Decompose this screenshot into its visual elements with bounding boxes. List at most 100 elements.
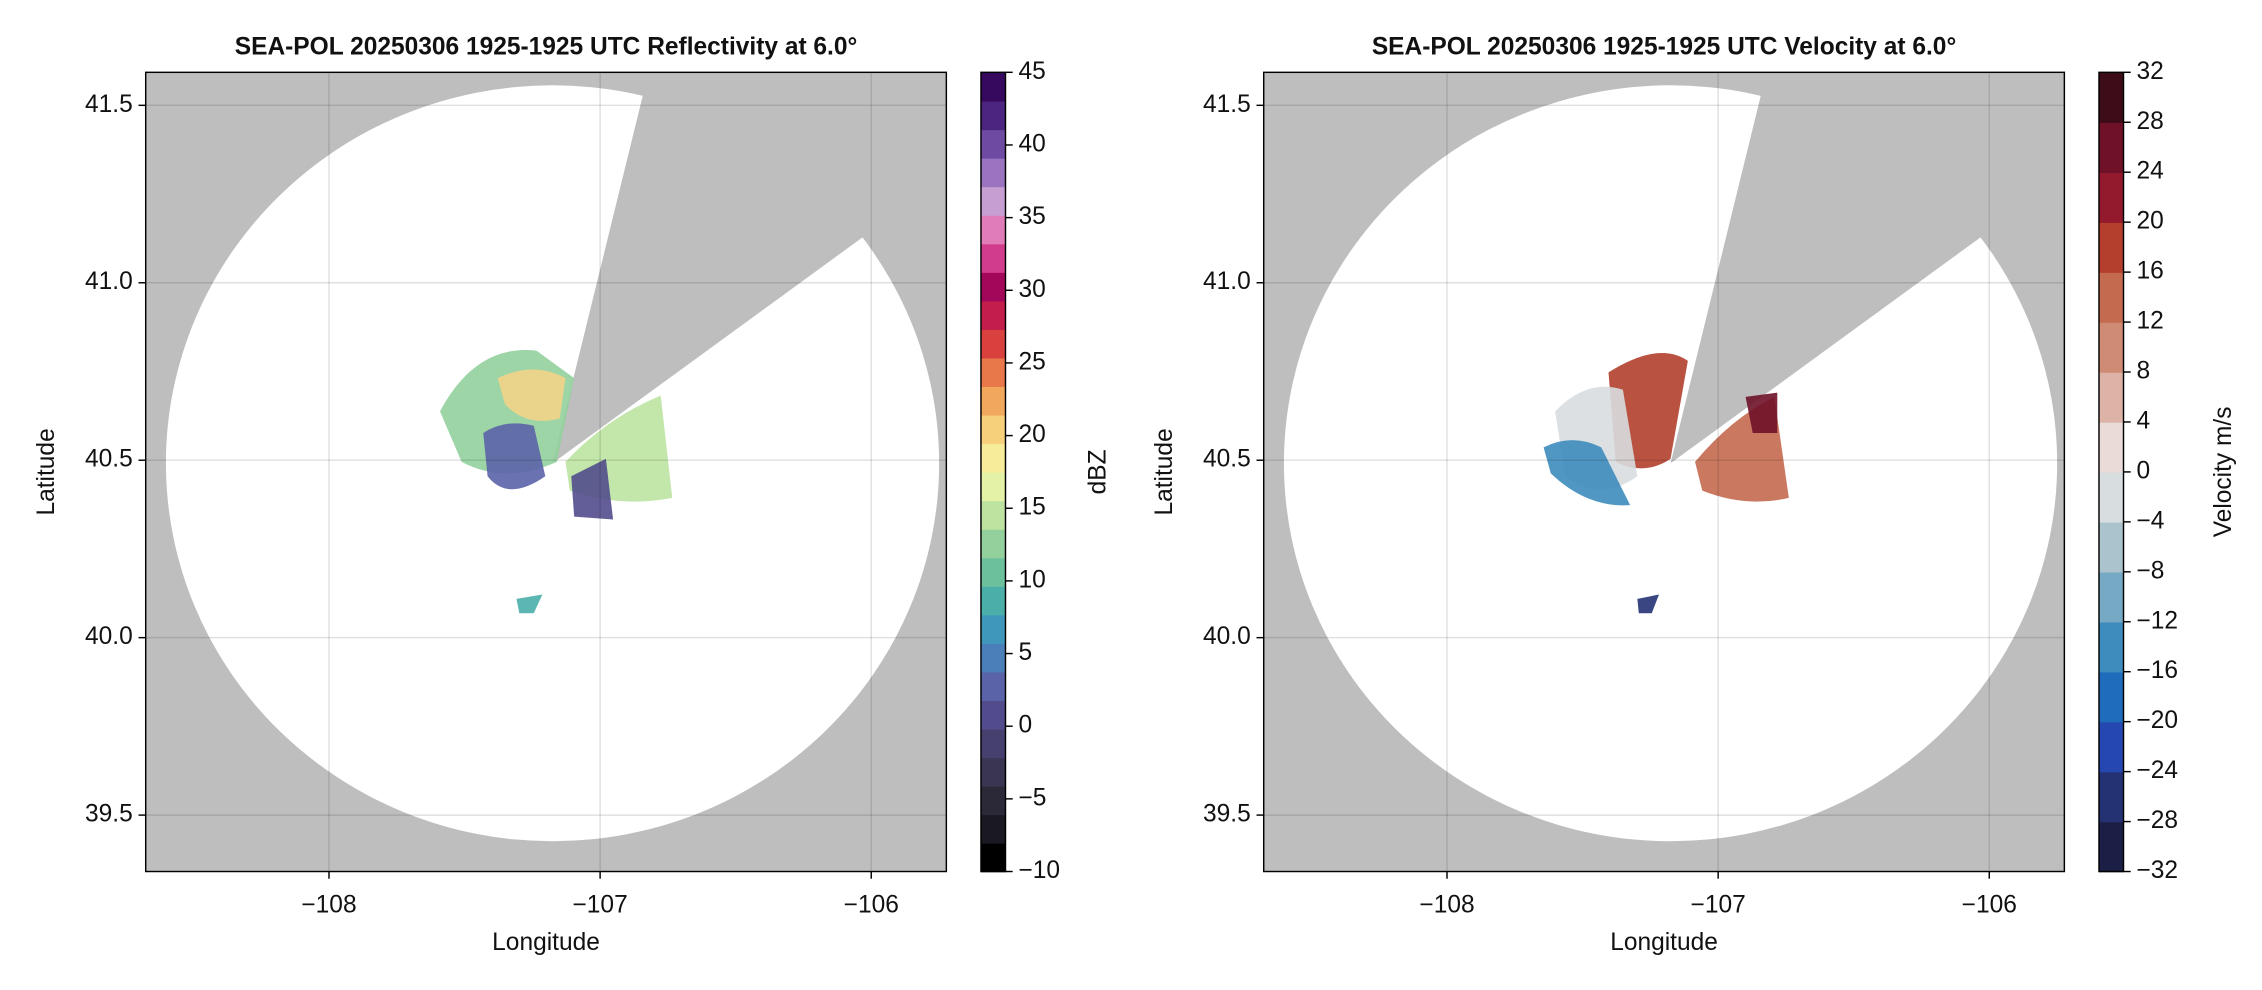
colorbar-band <box>980 215 1006 245</box>
colorbar-band <box>980 671 1006 701</box>
blocked-sector <box>1670 72 2065 464</box>
colorbar-band <box>980 300 1006 330</box>
colorbar-band <box>980 157 1006 188</box>
colorbar-band <box>980 785 1006 816</box>
colorbar-tick-label: −4 <box>2136 507 2164 534</box>
colorbar-band <box>2098 671 2124 723</box>
colorbar-band <box>2098 821 2124 873</box>
echo <box>1637 594 1659 614</box>
colorbar-band <box>980 529 1006 559</box>
colorbar-band <box>980 757 1006 787</box>
chart-title: SEA-POL 20250306 1925-1925 UTC Velocity … <box>1372 33 1956 60</box>
y-axis-label: Latitude <box>33 428 60 515</box>
colorbar-frame <box>980 71 1007 873</box>
colorbar-tick-label: −10 <box>1018 857 1060 884</box>
colorbar-band <box>980 471 1006 502</box>
colorbar-band <box>980 186 1006 216</box>
colorbar-tick-label: −12 <box>2136 607 2178 634</box>
colorbar-tick-label: 0 <box>1018 712 1032 739</box>
x-axis-label: Longitude <box>492 929 600 956</box>
colorbar-band <box>980 72 1006 102</box>
colorbar-tick-label: 35 <box>1018 203 1045 230</box>
colorbar-band <box>2098 771 2124 823</box>
y-tick-label: 40.5 <box>1203 446 1251 473</box>
colorbar-band <box>2098 421 2124 473</box>
echo <box>497 369 566 421</box>
x-tick-label: −107 <box>572 892 627 919</box>
y-tick-label: 40.5 <box>85 446 133 473</box>
y-axis-label: Latitude <box>1151 428 1178 515</box>
colorbar-label: dBZ <box>1085 449 1112 494</box>
colorbar-band <box>2098 372 2124 423</box>
x-tick-label: −106 <box>844 892 899 919</box>
plot-area <box>1263 72 2065 872</box>
x-tick-label: −106 <box>1962 892 2017 919</box>
colorbar-band <box>2098 222 2124 273</box>
colorbar-band <box>2098 621 2124 673</box>
colorbar-tick-label: −16 <box>2136 657 2178 684</box>
colorbar-tick-label: 30 <box>1018 276 1045 303</box>
colorbar-tick-label: 20 <box>2136 208 2163 235</box>
y-tick-label: 41.5 <box>85 91 133 118</box>
colorbar-band <box>2098 122 2124 173</box>
colorbar-band <box>980 842 1006 873</box>
colorbar-tick-label: −32 <box>2136 857 2178 884</box>
colorbar-band <box>2098 721 2124 773</box>
x-tick-label: −108 <box>1419 892 1474 919</box>
colorbar-band <box>2098 272 2124 323</box>
colorbar-band <box>980 557 1006 587</box>
colorbar-tick-label: 24 <box>2136 158 2163 185</box>
colorbar-tick-label: −5 <box>1018 784 1046 811</box>
echo <box>483 423 546 490</box>
colorbar-band <box>2098 72 2124 123</box>
y-tick-label: 41.0 <box>85 268 133 295</box>
echo <box>1745 392 1778 433</box>
x-tick-label: −108 <box>301 892 356 919</box>
colorbar-band <box>980 386 1006 416</box>
y-tick-label: 41.5 <box>1203 91 1251 118</box>
colorbar-band <box>980 700 1006 730</box>
colorbar-tick-label: 0 <box>2136 457 2150 484</box>
colorbar-band <box>2098 571 2124 623</box>
y-tick-label: 39.5 <box>1203 801 1251 828</box>
colorbar-band <box>2098 521 2124 573</box>
colorbar-tick-label: 40 <box>1018 130 1045 157</box>
colorbar-band <box>980 614 1006 644</box>
echo <box>1543 440 1631 506</box>
colorbar-tick-label: 25 <box>1018 348 1045 375</box>
y-tick-label: 39.5 <box>85 801 133 828</box>
colorbar-band <box>980 329 1006 359</box>
colorbar-tick-label: −28 <box>2136 807 2178 834</box>
colorbar-band <box>2098 471 2124 523</box>
colorbar-tick-label: −20 <box>2136 707 2178 734</box>
y-tick-label: 40.0 <box>1203 623 1251 650</box>
colorbar-tick-label: 15 <box>1018 494 1045 521</box>
colorbar-band <box>980 129 1006 159</box>
x-tick-label: −107 <box>1691 892 1746 919</box>
colorbar-tick-label: 4 <box>2136 407 2150 434</box>
colorbar-tick-label: 12 <box>2136 308 2163 335</box>
colorbar-tick-label: 10 <box>1018 566 1045 593</box>
colorbar-band <box>980 586 1006 616</box>
colorbar-band <box>980 357 1006 388</box>
colorbar-label: Velocity m/s <box>2210 407 2237 538</box>
colorbar-band <box>980 243 1006 273</box>
y-tick-label: 41.0 <box>1203 268 1251 295</box>
echo <box>571 458 614 520</box>
colorbar-band <box>980 443 1006 473</box>
plot-area <box>145 72 947 872</box>
colorbar-tick-label: −8 <box>2136 557 2164 584</box>
colorbar-tick-label: 20 <box>1018 421 1045 448</box>
axes-frame <box>144 71 948 873</box>
blocked-sector <box>552 72 947 464</box>
colorbar-band <box>980 414 1006 445</box>
colorbar-band <box>980 100 1006 131</box>
echo <box>516 594 543 614</box>
colorbar-band <box>2098 172 2124 223</box>
colorbar-tick-label: 16 <box>2136 258 2163 285</box>
colorbar-tick-label: 5 <box>1018 639 1032 666</box>
colorbar-band <box>980 643 1006 673</box>
colorbar-tick-label: 28 <box>2136 108 2163 135</box>
